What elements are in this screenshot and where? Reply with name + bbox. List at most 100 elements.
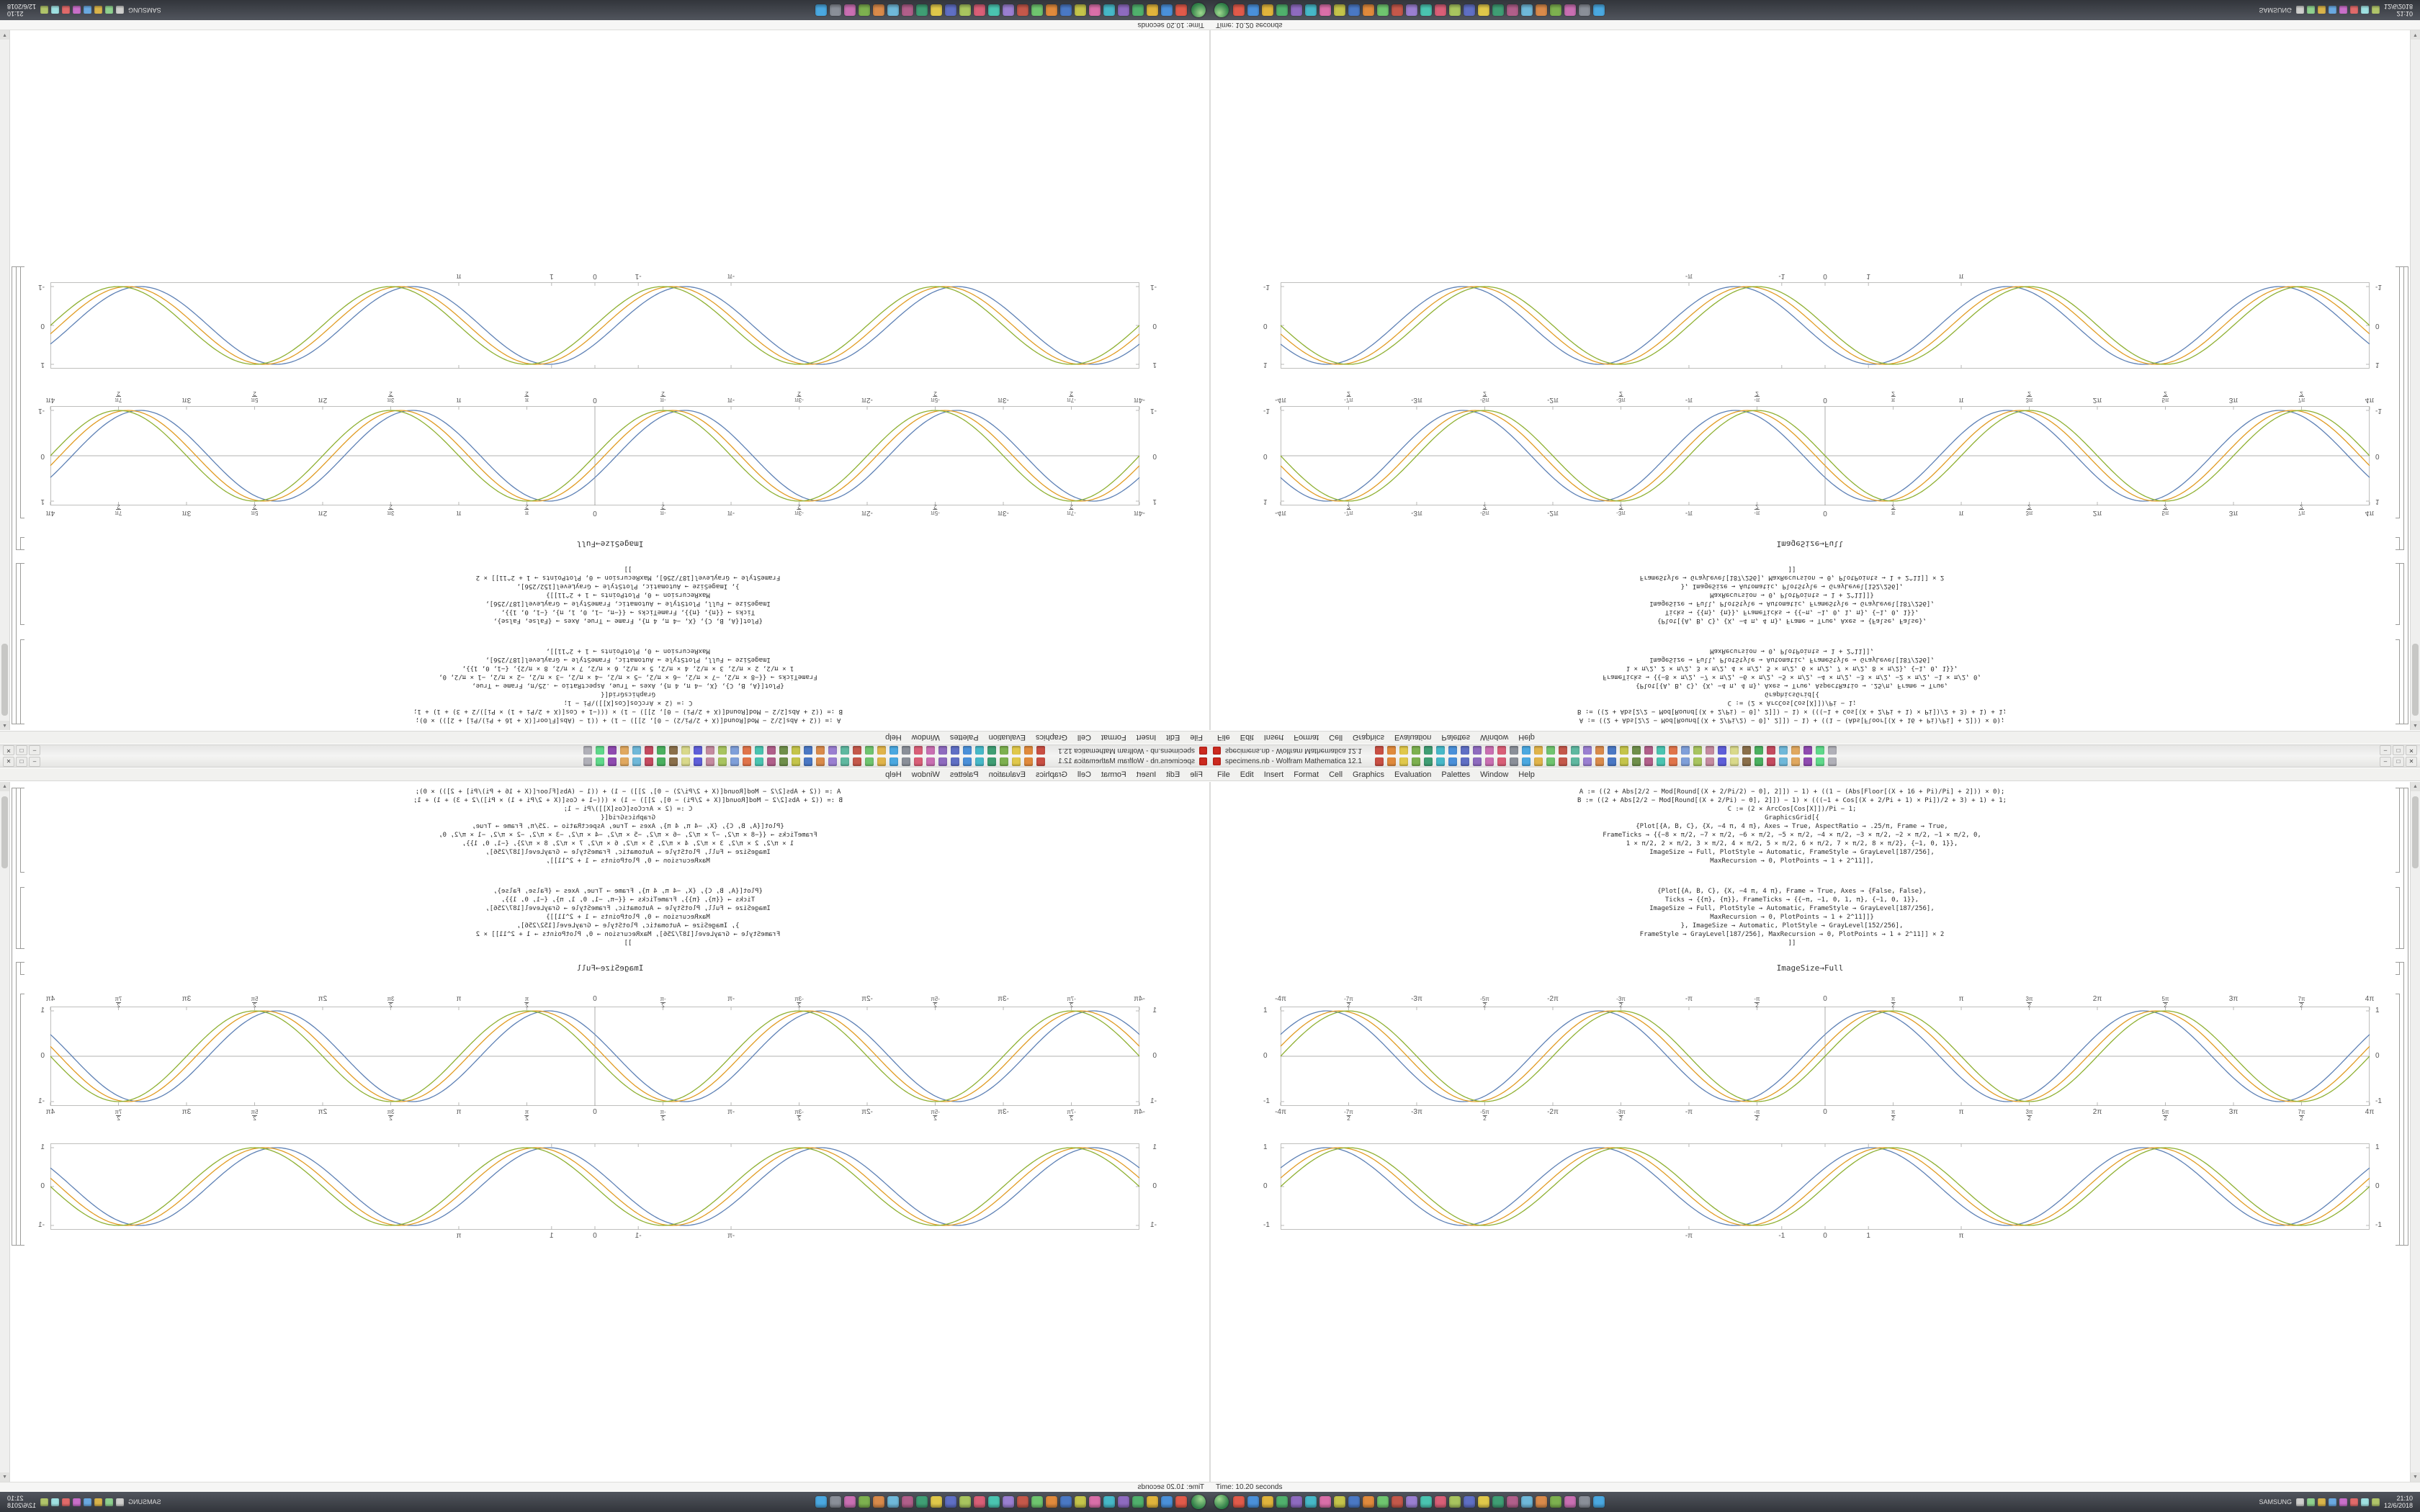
mathematica-app-icon[interactable] (1213, 757, 1221, 765)
toolbar-app-icon[interactable] (792, 746, 801, 755)
notebook-area[interactable]: A := ((2 + Abs[2/2 − Mod[Round[(X + 2/Pi… (1210, 782, 2410, 1482)
toolbar-app-icon[interactable] (1558, 757, 1567, 766)
menu-window[interactable]: Window (1480, 770, 1509, 779)
toolbar-app-icon[interactable] (706, 746, 715, 755)
taskbar-app-icon[interactable] (1060, 1496, 1072, 1508)
toolbar-app-icon[interactable] (1386, 746, 1396, 755)
start-button[interactable] (1214, 1495, 1229, 1509)
cell-bracket-code-1[interactable] (20, 639, 24, 724)
taskbar-app-icon[interactable] (1291, 4, 1302, 16)
taskbar-app-icon[interactable] (1161, 1496, 1173, 1508)
toolbar-app-icon[interactable] (841, 757, 850, 766)
notebook-area[interactable]: A := ((2 + Abs[2/2 − Mod[Round[(X + 2/Pi… (1210, 30, 2410, 730)
tray-status-icon[interactable] (94, 1498, 103, 1506)
code-cell-1[interactable]: A := ((2 + Abs[2/2 − Mod[Round[(X + 2/Pi… (1232, 647, 2352, 724)
taskbar-app-icon[interactable] (1305, 1496, 1317, 1508)
cell-bracket-all[interactable] (12, 266, 16, 724)
taskbar-app-icon[interactable] (1247, 4, 1259, 16)
scrollbar-thumb[interactable] (1, 644, 8, 716)
cell-bracket-plots[interactable] (20, 266, 24, 518)
taskbar-app-icon[interactable] (959, 4, 971, 16)
toolbar-app-icon[interactable] (1024, 757, 1034, 766)
tray-status-icon[interactable] (73, 1498, 81, 1506)
cell-bracket-output-group[interactable] (16, 266, 20, 550)
toolbar-app-icon[interactable] (608, 746, 617, 755)
toolbar-app-icon[interactable] (1374, 757, 1384, 766)
taskbar-app-icon[interactable] (945, 4, 956, 16)
toolbar-app-icon[interactable] (1791, 757, 1800, 766)
toolbar-app-icon[interactable] (681, 757, 691, 766)
toolbar-app-icon[interactable] (1533, 757, 1543, 766)
menu-palettes[interactable]: Palettes (1441, 733, 1471, 742)
toolbar-app-icon[interactable] (1668, 757, 1677, 766)
taskbar-app-icon[interactable] (1478, 1496, 1489, 1508)
menu-cell[interactable]: Cell (1077, 733, 1091, 742)
toolbar-app-icon[interactable] (1717, 757, 1726, 766)
toolbar-app-icon[interactable] (1742, 746, 1751, 755)
toolbar-app-icon[interactable] (1000, 746, 1009, 755)
toolbar-app-icon[interactable] (975, 746, 985, 755)
toolbar-app-icon[interactable] (804, 757, 813, 766)
toolbar-app-icon[interactable] (1533, 746, 1543, 755)
taskbar-app-icon[interactable] (1348, 1496, 1360, 1508)
toolbar-app-icon[interactable] (1705, 746, 1714, 755)
cell-bracket-code-2[interactable] (2396, 887, 2400, 949)
toolbar-app-icon[interactable] (1729, 746, 1739, 755)
toolbar-app-icon[interactable] (1570, 757, 1579, 766)
toolbar-app-icon[interactable] (1680, 746, 1690, 755)
toolbar-app-icon[interactable] (1399, 757, 1408, 766)
taskbar-app-icon[interactable] (1564, 4, 1576, 16)
code-cell-1[interactable]: A := ((2 + Abs[2/2 − Mod[Round[(X + 2/Pi… (68, 788, 1188, 865)
code-cell-1[interactable]: A := ((2 + Abs[2/2 − Mod[Round[(X + 2/Pi… (1232, 788, 2352, 865)
taskbar-app-icon[interactable] (988, 4, 1000, 16)
toolbar-app-icon[interactable] (987, 746, 997, 755)
toolbar-app-icon[interactable] (620, 757, 629, 766)
scrollbar-thumb[interactable] (1, 796, 8, 868)
taskbar-app-icon[interactable] (902, 4, 913, 16)
toolbar-app-icon[interactable] (1766, 757, 1775, 766)
menu-cell[interactable]: Cell (1329, 770, 1343, 779)
taskbar-app-icon[interactable] (1103, 1496, 1115, 1508)
toolbar-app-icon[interactable] (583, 757, 593, 766)
vertical-scrollbar[interactable]: ▲ ▼ (2410, 30, 2420, 730)
taskbar-app-icon[interactable] (1075, 4, 1086, 16)
toolbar-app-icon[interactable] (877, 757, 887, 766)
menu-file[interactable]: File (1217, 770, 1230, 779)
toolbar-app-icon[interactable] (1546, 757, 1555, 766)
tray-status-icon[interactable] (2339, 6, 2347, 14)
taskbar-app-icon[interactable] (1377, 4, 1389, 16)
tray-status-icon[interactable] (40, 1498, 49, 1506)
menu-edit[interactable]: Edit (1240, 770, 1254, 779)
taskbar-app-icon[interactable] (1017, 4, 1028, 16)
taskbar-app-icon[interactable] (887, 1496, 899, 1508)
toolbar-app-icon[interactable] (889, 746, 899, 755)
menu-insert[interactable]: Insert (1136, 733, 1157, 742)
menu-edit[interactable]: Edit (1240, 733, 1254, 742)
toolbar-app-icon[interactable] (1742, 757, 1751, 766)
toolbar-app-icon[interactable] (1619, 746, 1628, 755)
toolbar-app-icon[interactable] (1012, 757, 1021, 766)
toolbar-app-icon[interactable] (1582, 746, 1592, 755)
start-button[interactable] (1191, 3, 1206, 17)
toolbar-app-icon[interactable] (743, 757, 752, 766)
toolbar-app-icon[interactable] (804, 746, 813, 755)
toolbar-app-icon[interactable] (1386, 757, 1396, 766)
toolbar-app-icon[interactable] (632, 757, 642, 766)
toolbar-app-icon[interactable] (865, 746, 874, 755)
tray-status-icon[interactable] (2360, 6, 2369, 14)
cell-bracket-output-label[interactable] (2396, 962, 2400, 975)
toolbar-app-icon[interactable] (1766, 746, 1775, 755)
taskbar-app-icon[interactable] (902, 1496, 913, 1508)
toolbar-app-icon[interactable] (1036, 746, 1046, 755)
taskbar-app-icon[interactable] (1161, 4, 1173, 16)
toolbar-app-icon[interactable] (1448, 746, 1457, 755)
taskbar-app-icon[interactable] (815, 1496, 827, 1508)
toolbar-app-icon[interactable] (596, 746, 605, 755)
toolbar-app-icon[interactable] (1644, 757, 1653, 766)
taskbar-app-icon[interactable] (1435, 4, 1446, 16)
vertical-scrollbar[interactable]: ▲ ▼ (0, 30, 10, 730)
tray-status-icon[interactable] (105, 6, 114, 14)
toolbar-app-icon[interactable] (1460, 746, 1469, 755)
toolbar-app-icon[interactable] (1374, 746, 1384, 755)
toolbar-app-icon[interactable] (902, 746, 911, 755)
